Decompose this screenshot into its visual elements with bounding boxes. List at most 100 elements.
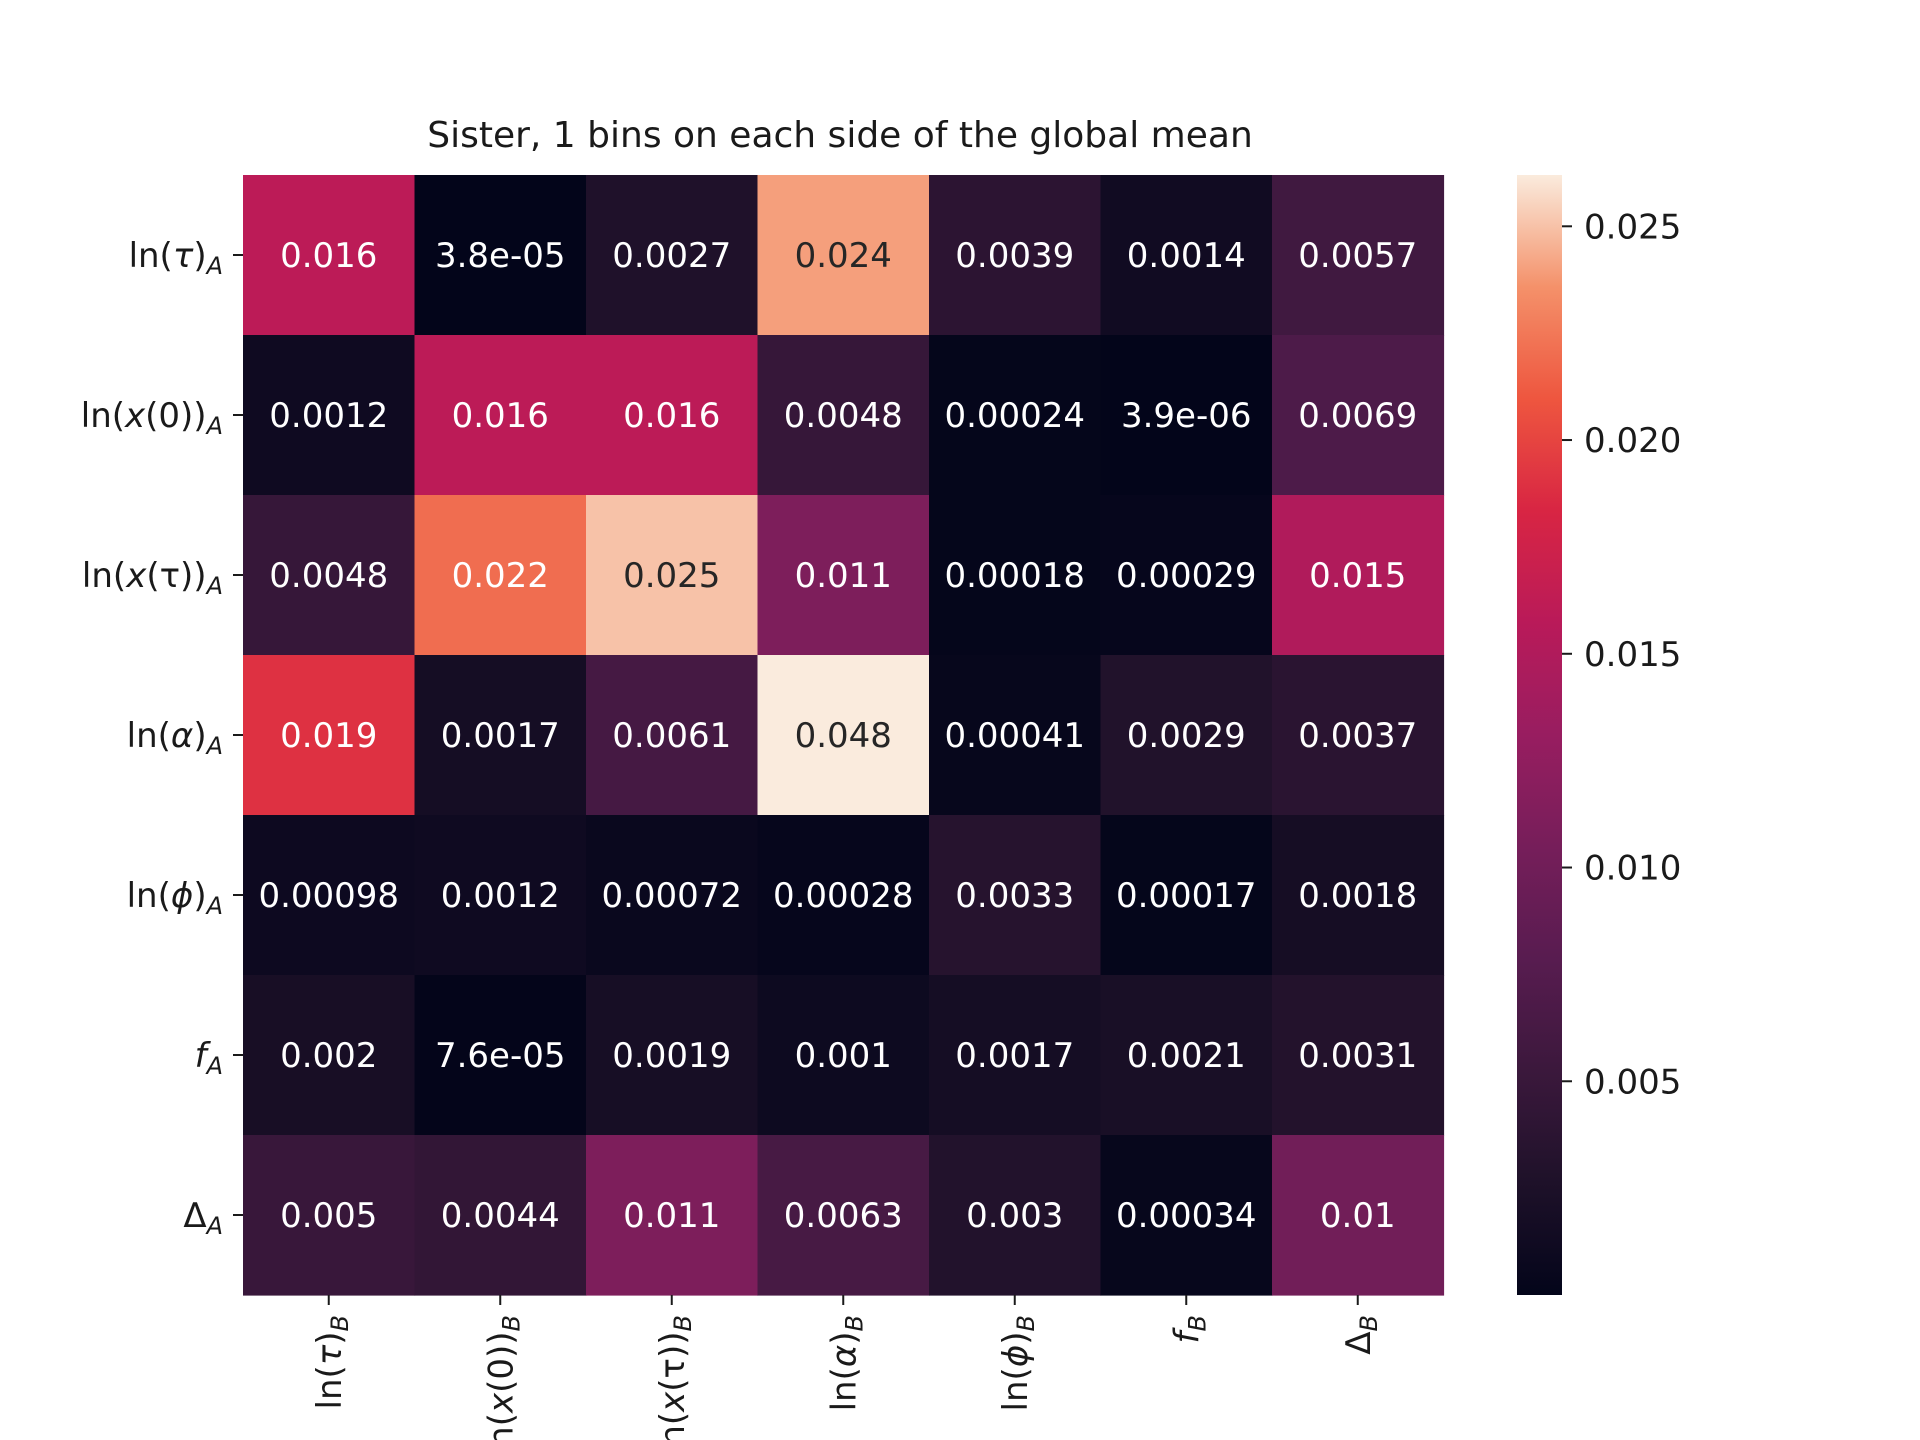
heatmap-cell [757, 655, 930, 816]
row-axis: ln(τ)A ln(x(0))A ln(x(τ))A ln(α)A ln(ϕ)A fA ΔA [81, 236, 243, 1240]
heatmap-cell [929, 175, 1102, 336]
heatmap-cell [243, 335, 416, 496]
heatmap-cell [586, 655, 759, 816]
cell-value-label: 0.016 [280, 236, 377, 276]
heatmap-cells: 0.016 3.8e-05 0.0027 0.024 0.0039 0.0014 0.005… [243, 175, 1445, 1296]
cell-value-label: 0.003 [966, 1196, 1063, 1236]
heatmap-cell [929, 975, 1102, 1136]
heatmap-cell [243, 495, 416, 656]
heatmap-cell [1272, 175, 1445, 336]
heatmap-cell [243, 1135, 416, 1296]
heatmap-cell [757, 335, 930, 496]
cell-value-label: 0.0037 [1298, 716, 1417, 756]
cell-value-label: 0.0018 [1298, 876, 1417, 916]
heatmap-cell [1100, 335, 1273, 496]
cell-value-label: 0.00072 [601, 876, 742, 916]
cell-value-label: 0.0044 [441, 1196, 560, 1236]
row-tick-label: ln(τ)A [129, 236, 223, 280]
cell-value-label: 0.0063 [784, 1196, 903, 1236]
cell-value-label: 0.00028 [773, 876, 914, 916]
heatmap-cell [1272, 495, 1445, 656]
heatmap-cell [243, 175, 416, 336]
colorbar-tick-label: 0.005 [1584, 1062, 1681, 1102]
heatmap-cell [586, 975, 759, 1136]
heatmap-cell [1100, 1135, 1273, 1296]
cell-value-label: 0.0012 [441, 876, 560, 916]
row-tick-label: fA [195, 1036, 223, 1080]
cell-value-label: 0.0017 [441, 716, 560, 756]
row-tick-label: ln(ϕ)A [127, 876, 223, 920]
cell-value-label: 0.0057 [1298, 236, 1417, 276]
heatmap-cell [243, 655, 416, 816]
cell-value-label: 0.00018 [944, 556, 1085, 596]
cell-value-label: 3.8e-05 [435, 236, 566, 276]
chart-title: Sister, 1 bins on each side of the globa… [427, 115, 1253, 156]
column-tick-label: ln(x(0))B [481, 1315, 525, 1440]
cell-value-label: 0.00024 [944, 396, 1085, 436]
cell-value-label: 7.6e-05 [435, 1036, 566, 1076]
column-tick-label: fB [1167, 1315, 1211, 1343]
column-tick-label: ln(ϕ)B [996, 1315, 1040, 1411]
cell-value-label: 0.022 [452, 556, 549, 596]
heatmap-cell [414, 1135, 587, 1296]
cell-value-label: 0.01 [1320, 1196, 1396, 1236]
row-tick-label: ln(x(τ))A [82, 556, 223, 600]
cell-value-label: 0.024 [795, 236, 892, 276]
cell-value-label: 3.9e-06 [1121, 396, 1252, 436]
colorbar-gradient [1517, 175, 1562, 1295]
heatmap-cell [1272, 1135, 1445, 1296]
heatmap-cell [243, 815, 416, 976]
cell-value-label: 0.00034 [1116, 1196, 1257, 1236]
heatmap-cell [757, 1135, 930, 1296]
row-tick-label: ln(α)A [127, 716, 223, 760]
heatmap-cell [757, 815, 930, 976]
colorbar-tick-label: 0.020 [1584, 421, 1681, 461]
cell-value-label: 0.0031 [1298, 1036, 1417, 1076]
cell-value-label: 0.00017 [1116, 876, 1257, 916]
cell-value-label: 0.0048 [269, 556, 388, 596]
heatmap-cell [757, 175, 930, 336]
heatmap-cell [1100, 815, 1273, 976]
heatmap-cell [1100, 175, 1273, 336]
cell-value-label: 0.002 [280, 1036, 377, 1076]
cell-value-label: 0.0021 [1127, 1036, 1246, 1076]
cell-value-label: 0.0069 [1298, 396, 1417, 436]
heatmap-cell [414, 495, 587, 656]
heatmap-cell [929, 335, 1102, 496]
cell-value-label: 0.0027 [612, 236, 731, 276]
heatmap-cell [586, 495, 759, 656]
heatmap-cell [929, 815, 1102, 976]
colorbar: 0.005 0.010 0.015 0.020 0.025 [1517, 175, 1681, 1295]
heatmap-cell [586, 815, 759, 976]
cell-value-label: 0.0012 [269, 396, 388, 436]
cell-value-label: 0.0014 [1127, 236, 1246, 276]
heatmap-cell [757, 975, 930, 1136]
heatmap-cell [929, 655, 1102, 816]
cell-value-label: 0.019 [280, 716, 377, 756]
colorbar-tick-label: 0.025 [1584, 207, 1681, 247]
heatmap-cell [414, 975, 587, 1136]
cell-value-label: 0.005 [280, 1196, 377, 1236]
colorbar-tick-label: 0.010 [1584, 849, 1681, 889]
heatmap-cell [414, 175, 587, 336]
column-tick-label: ln(x(τ))B [653, 1315, 697, 1440]
cell-value-label: 0.00098 [258, 876, 399, 916]
heatmap-cell [929, 495, 1102, 656]
column-tick-label: ln(τ)B [310, 1315, 354, 1409]
cell-value-label: 0.025 [623, 556, 720, 596]
cell-value-label: 0.0048 [784, 396, 903, 436]
cell-value-label: 0.016 [452, 396, 549, 436]
colorbar-tick-label: 0.015 [1584, 635, 1681, 675]
row-tick-label: ln(x(0))A [81, 396, 223, 440]
heatmap-cell [243, 975, 416, 1136]
heatmap-cell [1272, 815, 1445, 976]
cell-value-label: 0.048 [795, 716, 892, 756]
heatmap-cell [414, 335, 587, 496]
row-tick-label: ΔA [183, 1196, 223, 1240]
heatmap-cell [586, 1135, 759, 1296]
heatmap-cell [1100, 655, 1273, 816]
cell-value-label: 0.015 [1309, 556, 1406, 596]
heatmap-cell [1100, 495, 1273, 656]
heatmap-cell [1100, 975, 1273, 1136]
